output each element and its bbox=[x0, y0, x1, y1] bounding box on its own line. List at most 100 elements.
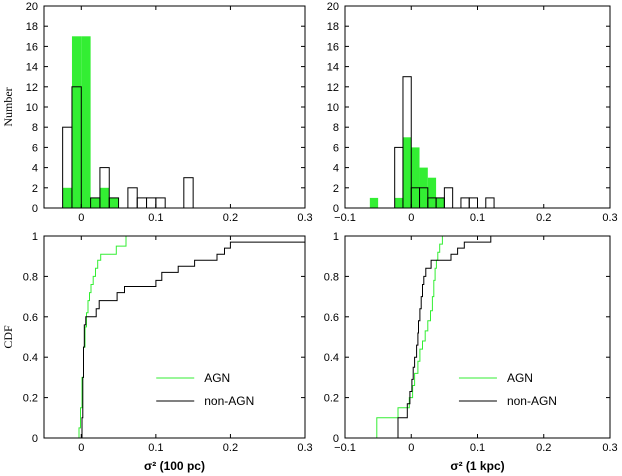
cdf-1kpc-xlabel: σ² (1 kpc) bbox=[450, 459, 504, 473]
agn-bar bbox=[81, 36, 91, 208]
legend-label-non-agn: non-AGN bbox=[204, 394, 254, 408]
legend-label-agn: AGN bbox=[507, 371, 533, 385]
cdf-100pc-ylabel: CDF bbox=[1, 325, 15, 349]
y-tick-label: 16 bbox=[327, 41, 339, 53]
x-tick-label: 0.2 bbox=[223, 212, 238, 224]
non-agn-cdf-line bbox=[397, 235, 504, 438]
agn-bar bbox=[90, 197, 100, 208]
non-agn-bar bbox=[468, 197, 478, 209]
panel-hist-100pc: 0 0.1 0.2 0.3 0 2 4 6 8 10 12 14 16 18 20 Number bbox=[1, 1, 313, 224]
y-tick-label: 2 bbox=[333, 183, 339, 195]
y-tick-label: 10 bbox=[327, 102, 339, 114]
hist-100pc-bars bbox=[62, 36, 194, 209]
y-tick-label: 0 bbox=[32, 433, 38, 445]
x-tick-label: 0 bbox=[78, 442, 84, 454]
non-agn-bar bbox=[460, 197, 470, 209]
y-tick-label: 6 bbox=[32, 142, 38, 154]
non-agn-cdf-line bbox=[81, 241, 305, 438]
non-agn-bar bbox=[146, 197, 157, 209]
legend-label-non-agn: non-AGN bbox=[507, 394, 557, 408]
cdf-100pc-xlabel: σ² (100 pc) bbox=[144, 459, 205, 473]
y-tick-label: 20 bbox=[327, 1, 339, 13]
y-tick-label: 4 bbox=[333, 163, 339, 175]
x-tick-label: 0.1 bbox=[148, 442, 163, 454]
y-tick-label: 0.4 bbox=[324, 352, 339, 364]
non-agn-bar bbox=[127, 187, 138, 209]
panel-cdf-100pc: 0 0.1 0.2 0.3 0 0.2 0.4 0.6 0.8 1 CDF σ² (100 pc)… bbox=[1, 231, 313, 473]
y-tick-label: 1 bbox=[333, 231, 339, 243]
agn-bar bbox=[402, 137, 412, 208]
non-agn-bar bbox=[443, 187, 454, 209]
y-tick-label: 0 bbox=[333, 203, 339, 215]
agn-cdf-line bbox=[376, 236, 443, 438]
y-tick-label: 14 bbox=[26, 62, 38, 74]
y-tick-label: 6 bbox=[333, 142, 339, 154]
cdf-1kpc-frame bbox=[344, 235, 611, 439]
y-tick-label: 0.2 bbox=[324, 393, 339, 405]
non-agn-bar bbox=[485, 197, 495, 209]
x-tick-label: 0.2 bbox=[536, 212, 551, 224]
non-agn-bar bbox=[155, 197, 166, 209]
agn-bar bbox=[394, 197, 403, 208]
cdf-1kpc-lines bbox=[376, 235, 504, 438]
y-tick-label: 0 bbox=[32, 203, 38, 215]
hist-1kpc-frame bbox=[344, 5, 611, 209]
y-tick-label: 0.8 bbox=[23, 271, 38, 283]
agn-bar bbox=[411, 147, 420, 208]
non-agn-bar bbox=[136, 197, 148, 209]
x-tick-label: 0.3 bbox=[297, 212, 312, 224]
x-tick-label: 0 bbox=[408, 212, 414, 224]
agn-bar bbox=[427, 177, 437, 208]
y-tick-label: 18 bbox=[26, 21, 38, 33]
x-tick-label: 0.1 bbox=[470, 212, 485, 224]
y-tick-label: 0.8 bbox=[324, 271, 339, 283]
hist-100pc-ticks: 0 0.1 0.2 0.3 0 2 4 6 8 10 12 14 16 18 20 bbox=[26, 1, 313, 224]
agn-bar bbox=[369, 197, 379, 208]
y-tick-label: 14 bbox=[327, 62, 339, 74]
cdf-100pc-lines bbox=[78, 236, 305, 438]
y-tick-label: 2 bbox=[32, 183, 38, 195]
x-tick-label: 0.3 bbox=[602, 212, 617, 224]
x-tick-label: 0 bbox=[78, 212, 84, 224]
y-tick-label: 20 bbox=[26, 1, 38, 13]
y-tick-label: 10 bbox=[26, 102, 38, 114]
y-tick-label: 8 bbox=[333, 122, 339, 134]
agn-bar bbox=[71, 36, 82, 208]
legend-label-agn: AGN bbox=[204, 371, 230, 385]
x-tick-label: 0.2 bbox=[223, 442, 238, 454]
agn-cdf-line bbox=[78, 236, 127, 438]
y-tick-label: 1 bbox=[32, 231, 38, 243]
x-tick-label: 0.1 bbox=[148, 212, 163, 224]
cdf-100pc-frame bbox=[43, 235, 306, 439]
x-tick-label: 0.2 bbox=[536, 442, 551, 454]
agn-bar bbox=[436, 197, 445, 208]
y-tick-label: 8 bbox=[32, 122, 38, 134]
agn-bar bbox=[109, 197, 119, 208]
y-tick-label: 12 bbox=[26, 82, 38, 94]
cdf-1kpc-ticks: −0.1 0 0.1 0.2 0.300.20.40.60.81 bbox=[324, 231, 618, 454]
y-tick-label: 4 bbox=[32, 163, 38, 175]
y-tick-label: 0 bbox=[333, 433, 339, 445]
agn-bar bbox=[99, 187, 110, 208]
x-tick-label: −0.1 bbox=[334, 212, 356, 224]
agn-bar bbox=[62, 187, 72, 208]
x-tick-label: 0.3 bbox=[602, 442, 617, 454]
non-agn-bar bbox=[183, 177, 194, 209]
y-tick-label: 0.4 bbox=[23, 352, 38, 364]
cdf-1kpc-legend: AGN non-AGN bbox=[458, 371, 557, 408]
y-tick-label: 0.6 bbox=[324, 312, 339, 324]
cdf-100pc-legend: AGN non-AGN bbox=[156, 371, 254, 408]
hist-1kpc-bars bbox=[369, 76, 495, 209]
x-tick-label: 0.1 bbox=[470, 442, 485, 454]
hist-100pc-ylabel: Number bbox=[1, 87, 15, 126]
x-tick-label: −0.1 bbox=[334, 442, 356, 454]
y-tick-label: 12 bbox=[327, 82, 339, 94]
x-tick-label: 0.3 bbox=[297, 442, 312, 454]
cdf-100pc-ticks: 0 0.1 0.2 0.3 0 0.2 0.4 0.6 0.8 1 bbox=[23, 231, 313, 454]
y-tick-label: 0.2 bbox=[23, 393, 38, 405]
y-tick-label: 18 bbox=[327, 21, 339, 33]
y-tick-label: 0.6 bbox=[23, 312, 38, 324]
